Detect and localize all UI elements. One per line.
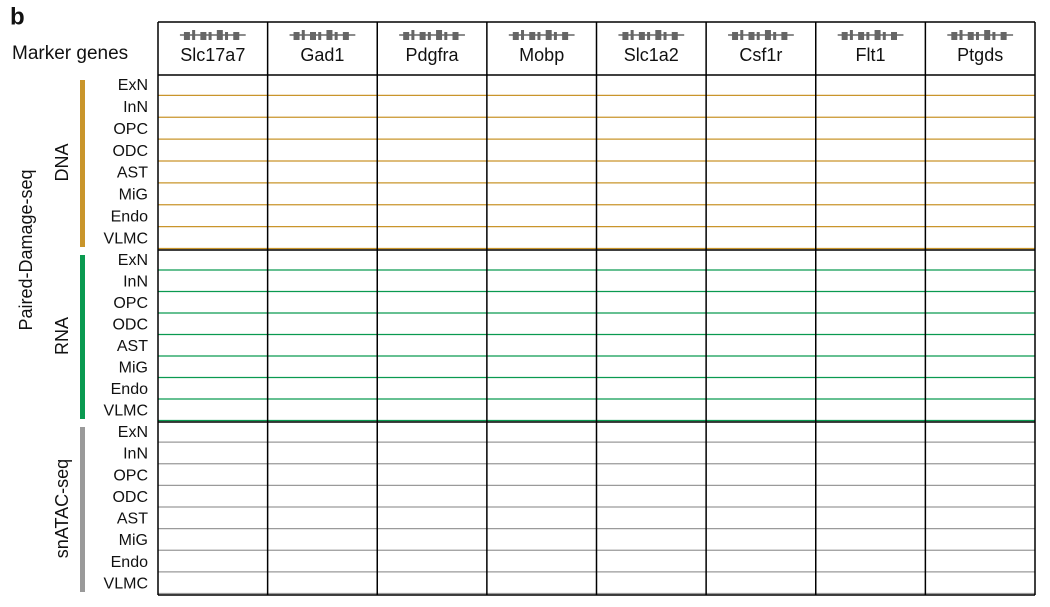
exon	[545, 30, 552, 40]
section-label: RNA	[52, 317, 72, 355]
row-label: VLMC	[104, 230, 148, 247]
exon	[200, 32, 207, 40]
exon	[436, 30, 443, 40]
exon	[293, 32, 300, 40]
exon	[444, 32, 448, 40]
exon	[512, 32, 519, 40]
exon	[858, 32, 865, 40]
exon	[537, 32, 541, 40]
exon	[562, 32, 569, 40]
exon	[427, 32, 431, 40]
row-label: Endo	[111, 381, 148, 398]
gene-name: Slc1a2	[624, 45, 679, 65]
exon	[732, 32, 739, 40]
section-bracket	[80, 427, 85, 592]
row-label: AST	[117, 338, 148, 355]
row-label: ExN	[118, 77, 148, 94]
row-label: ODC	[112, 143, 148, 160]
exon	[764, 30, 771, 40]
exon	[975, 32, 979, 40]
row-label: Endo	[111, 554, 148, 571]
section-bracket	[80, 255, 85, 419]
exon	[529, 32, 536, 40]
exon	[318, 32, 322, 40]
exon	[748, 32, 755, 40]
gene-name: Slc17a7	[180, 45, 245, 65]
row-label: OPC	[113, 295, 148, 312]
exon	[671, 32, 678, 40]
row-label: OPC	[113, 467, 148, 484]
row-label: ExN	[118, 252, 148, 269]
row-label: MiG	[119, 187, 148, 204]
exon	[403, 32, 410, 40]
panel-label: b	[10, 3, 25, 30]
row-label: VLMC	[104, 575, 148, 592]
gene-name: Gad1	[300, 45, 344, 65]
exon	[419, 32, 426, 40]
row-label: AST	[117, 511, 148, 528]
exon	[992, 32, 996, 40]
exon	[192, 30, 196, 40]
section-label: DNA	[52, 143, 72, 181]
exon	[959, 30, 963, 40]
row-label: VLMC	[104, 402, 148, 419]
section-label: snATAC-seq	[52, 459, 72, 558]
exon	[638, 32, 645, 40]
exon	[301, 30, 305, 40]
header-label: Marker genes	[12, 43, 128, 64]
row-label: ODC	[112, 489, 148, 506]
exon	[951, 32, 958, 40]
exon	[326, 30, 333, 40]
exon	[781, 32, 788, 40]
exon	[208, 32, 212, 40]
exon	[309, 32, 316, 40]
exon	[225, 32, 229, 40]
gene-name: Ptgds	[957, 45, 1003, 65]
gene-name: Pdgfra	[406, 45, 460, 65]
exon	[841, 32, 848, 40]
row-label: Endo	[111, 208, 148, 225]
row-label: ExN	[118, 424, 148, 441]
exon	[233, 32, 240, 40]
exon	[630, 30, 634, 40]
row-label: InN	[123, 273, 148, 290]
gene-name: Mobp	[519, 45, 564, 65]
section-bracket	[80, 80, 85, 247]
row-label: AST	[117, 165, 148, 182]
exon	[452, 32, 459, 40]
exon	[334, 32, 338, 40]
row-label: InN	[123, 99, 148, 116]
exon	[874, 30, 881, 40]
exon	[967, 32, 974, 40]
exon	[891, 32, 898, 40]
exon	[882, 32, 886, 40]
exon	[216, 30, 223, 40]
gene-name: Csf1r	[739, 45, 782, 65]
exon	[740, 30, 744, 40]
exon	[183, 32, 190, 40]
exon	[663, 32, 667, 40]
exon	[553, 32, 557, 40]
exon	[849, 30, 853, 40]
exon	[655, 30, 662, 40]
exon	[773, 32, 777, 40]
exon	[756, 32, 760, 40]
exon	[622, 32, 629, 40]
exon	[411, 30, 415, 40]
exon	[521, 30, 525, 40]
exon	[342, 32, 349, 40]
row-label: MiG	[119, 359, 148, 376]
row-label: OPC	[113, 121, 148, 138]
row-label: MiG	[119, 532, 148, 549]
exon	[647, 32, 651, 40]
assay-group-label: Paired-Damage-seq	[16, 169, 36, 330]
exon	[1000, 32, 1007, 40]
gene-name: Flt1	[856, 45, 886, 65]
row-label: InN	[123, 446, 148, 463]
exon	[984, 30, 991, 40]
exon	[866, 32, 870, 40]
row-label: ODC	[112, 316, 148, 333]
